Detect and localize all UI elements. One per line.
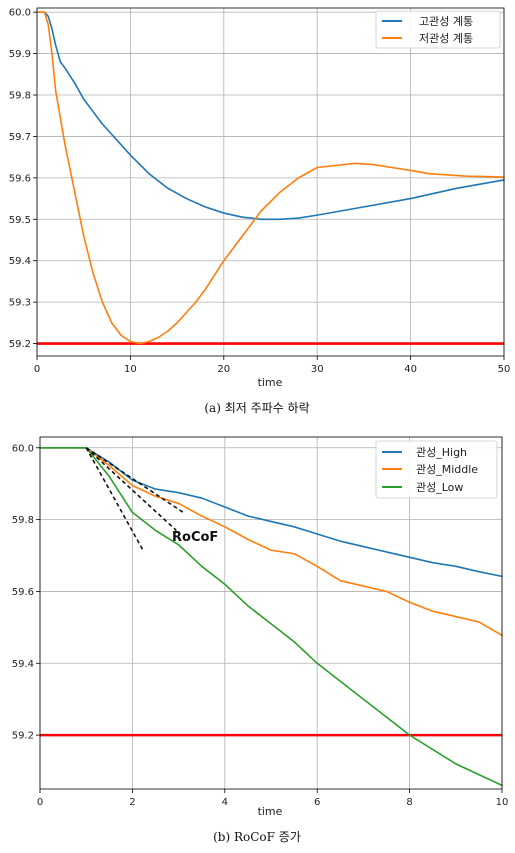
panel-a-ytick-label: 59.5: [9, 215, 31, 226]
panel-a-frame: [36, 7, 505, 357]
panel-b-legend-label-low: 관성_Low: [416, 481, 463, 494]
panel-b-series-line-2: [39, 446, 503, 787]
panel-a-ytick-label: 59.8: [9, 91, 31, 102]
panel-b-xtick-label: 4: [222, 797, 228, 808]
panel-b-xtick-label: 8: [406, 797, 412, 808]
panel-b-ticks: 0 2 4 6 8 10 59.2 59.4 59.6 59.8 60.0: [12, 443, 509, 808]
panel-a-low-frequency-nadir: 0 10 20 30 40 50 59.2 59.3 59.4 59.5 59.6 59.7 59.8 5…: [9, 7, 511, 415]
panel-b-ytick-label: 60.0: [12, 443, 34, 454]
panel-a-ytick-label: 60.0: [9, 8, 31, 19]
panel-b-series: [39, 446, 503, 787]
panel-a-xtick-label: 10: [124, 364, 137, 375]
panel-a-xtick-label: 30: [311, 364, 324, 375]
panel-b-legend-label-middle: 관성_Middle: [416, 463, 478, 476]
panel-a-caption: (a) 최저 주파수 하락: [204, 401, 309, 415]
panel-b-xtick-label: 0: [37, 797, 43, 808]
panel-a-ytick-label: 59.9: [9, 49, 31, 60]
panel-a-xtick-label: 0: [34, 364, 40, 375]
panel-b-ytick-label: 59.8: [12, 515, 34, 526]
panel-b-xlabel: time: [258, 805, 283, 818]
panel-a-ytick-label: 59.4: [9, 256, 31, 267]
panel-b-rocof-tangent-2: [85, 447, 145, 553]
panel-a-series-line-1: [36, 11, 505, 345]
panel-a-series-line-0: [36, 11, 505, 221]
panel-a-legend: 고관성 계통 저관성 계통: [375, 10, 501, 49]
panel-b-series-line-1: [39, 446, 503, 637]
panel-a-legend-box: [375, 10, 501, 49]
panel-a-ytick-label: 59.7: [9, 132, 31, 143]
panel-a-ytick-label: 59.6: [9, 173, 31, 184]
panel-b-series-line-0: [39, 446, 503, 578]
panel-a-xtick-label: 50: [498, 364, 511, 375]
panel-b-ytick-label: 59.2: [12, 731, 34, 742]
panel-a-legend-label-high: 고관성 계통: [419, 15, 473, 28]
panel-b-xtick-label: 6: [314, 797, 320, 808]
panel-a-xtick-label: 20: [217, 364, 230, 375]
panel-b-xtick-label: 10: [496, 797, 509, 808]
panel-a-ticks: 0 10 20 30 40 50 59.2 59.3 59.4 59.5 59.6 59.7 59.8 5…: [9, 8, 511, 375]
panel-b-legend: 관성_High 관성_Middle 관성_Low: [375, 440, 498, 499]
panel-b-frame: [39, 436, 503, 790]
panel-a-legend-label-low: 저관성 계통: [419, 32, 473, 45]
panel-a-ytick-label: 59.3: [9, 298, 31, 309]
panel-a-series: [36, 11, 505, 345]
panel-b-legend-label-high: 관성_High: [416, 446, 467, 459]
panel-b-rocof-annotation: RoCoF: [172, 530, 218, 545]
panel-b-ytick-label: 59.6: [12, 587, 34, 598]
panel-a-xlabel: time: [258, 376, 283, 389]
panel-b-legend-box: [375, 440, 498, 499]
panel-b-rocof-tangent-0: [85, 447, 184, 514]
panel-b-rocof-tangents: [85, 447, 184, 553]
panel-b-rocof-increase: 0 2 4 6 8 10 59.2 59.4 59.6 59.8 60.0 RoCoF time 관…: [12, 436, 509, 844]
panel-b-ytick-label: 59.4: [12, 659, 34, 670]
panel-b-xtick-label: 2: [129, 797, 135, 808]
panel-a-xtick-label: 40: [404, 364, 417, 375]
panel-a-ytick-label: 59.2: [9, 339, 31, 350]
panel-a-plot-area: [37, 8, 504, 356]
panel-b-rocof-tangent-1: [85, 447, 177, 531]
panel-b-caption: (b) RoCoF 증가: [213, 830, 301, 844]
